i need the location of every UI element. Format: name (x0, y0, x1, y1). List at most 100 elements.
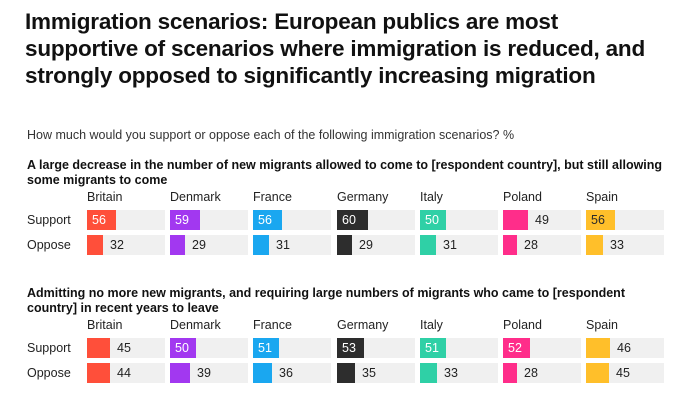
bar-track-spain-support: 46 (586, 338, 664, 358)
chart-subtitle: How much would you support or oppose eac… (27, 128, 515, 142)
country-header-spain: Spain (586, 190, 618, 204)
bar-poland-oppose (503, 235, 517, 255)
value-label-denmark-support: 50 (175, 341, 189, 355)
value-label-denmark-oppose: 29 (192, 238, 206, 252)
value-label-germany-support: 53 (342, 341, 356, 355)
bar-spain-oppose (586, 363, 609, 383)
country-header-germany: Germany (337, 190, 389, 204)
country-header-france: France (253, 190, 292, 204)
bar-track-france-support: 56 (253, 210, 331, 230)
row-label-oppose: Oppose (27, 238, 71, 252)
bar-track-germany-oppose: 29 (337, 235, 415, 255)
value-label-france-support: 56 (258, 213, 272, 227)
bar-track-spain-oppose: 33 (586, 235, 664, 255)
value-label-britain-oppose: 44 (117, 366, 131, 380)
row-label-oppose: Oppose (27, 366, 71, 380)
bar-track-germany-support: 53 (337, 338, 415, 358)
bar-germany-support (337, 210, 368, 230)
bar-poland-support (503, 338, 530, 358)
value-label-denmark-oppose: 39 (197, 366, 211, 380)
value-label-spain-support: 46 (617, 341, 631, 355)
bar-track-britain-oppose: 32 (87, 235, 165, 255)
bar-germany-support (337, 338, 364, 358)
bar-france-oppose (253, 363, 272, 383)
bar-track-denmark-support: 50 (170, 338, 248, 358)
bar-track-denmark-oppose: 29 (170, 235, 248, 255)
bar-poland-oppose (503, 363, 517, 383)
bar-track-italy-oppose: 33 (420, 363, 498, 383)
bar-britain-support (87, 338, 110, 358)
country-header-spain: Spain (586, 318, 618, 332)
bar-denmark-oppose (170, 363, 190, 383)
bar-spain-support (586, 210, 615, 230)
country-header-italy: Italy (420, 190, 443, 204)
bar-italy-support (420, 210, 446, 230)
value-label-poland-oppose: 28 (524, 238, 538, 252)
value-label-britain-support: 45 (117, 341, 131, 355)
bar-britain-oppose (87, 235, 103, 255)
value-label-germany-oppose: 35 (362, 366, 376, 380)
value-label-denmark-support: 59 (175, 213, 189, 227)
bar-spain-oppose (586, 235, 603, 255)
value-label-germany-oppose: 29 (359, 238, 373, 252)
value-label-italy-oppose: 33 (444, 366, 458, 380)
country-header-denmark: Denmark (170, 190, 221, 204)
panel-2-title: Admitting no more new migrants, and requ… (27, 286, 625, 315)
value-label-italy-support: 51 (425, 341, 439, 355)
bar-track-germany-support: 60 (337, 210, 415, 230)
bar-track-poland-support: 49 (503, 210, 581, 230)
bar-track-italy-support: 50 (420, 210, 498, 230)
value-label-italy-support: 50 (425, 213, 439, 227)
bar-britain-support (87, 210, 116, 230)
bar-denmark-support (170, 210, 200, 230)
bar-track-spain-support: 56 (586, 210, 664, 230)
bar-track-denmark-oppose: 39 (170, 363, 248, 383)
bar-france-oppose (253, 235, 269, 255)
bar-track-italy-support: 51 (420, 338, 498, 358)
bar-track-france-oppose: 36 (253, 363, 331, 383)
value-label-poland-support: 52 (508, 341, 522, 355)
bar-poland-support (503, 210, 528, 230)
bar-track-britain-oppose: 44 (87, 363, 165, 383)
bar-track-denmark-support: 59 (170, 210, 248, 230)
bar-track-france-oppose: 31 (253, 235, 331, 255)
bar-denmark-support (170, 338, 196, 358)
bar-italy-oppose (420, 363, 437, 383)
country-header-germany: Germany (337, 318, 389, 332)
value-label-spain-support: 56 (591, 213, 605, 227)
country-header-italy: Italy (420, 318, 443, 332)
value-label-germany-support: 60 (342, 213, 356, 227)
panel-1-title: A large decrease in the number of new mi… (27, 158, 663, 187)
bar-track-italy-oppose: 31 (420, 235, 498, 255)
country-header-britain: Britain (87, 318, 123, 332)
value-label-britain-oppose: 32 (110, 238, 124, 252)
value-label-poland-oppose: 28 (524, 366, 538, 380)
bar-france-support (253, 338, 279, 358)
bar-track-britain-support: 56 (87, 210, 165, 230)
bar-italy-oppose (420, 235, 436, 255)
value-label-britain-support: 56 (92, 213, 106, 227)
bar-germany-oppose (337, 235, 352, 255)
bar-track-poland-oppose: 28 (503, 235, 581, 255)
bar-germany-oppose (337, 363, 355, 383)
bar-britain-oppose (87, 363, 110, 383)
value-label-france-oppose: 36 (279, 366, 293, 380)
bar-track-france-support: 51 (253, 338, 331, 358)
bar-track-britain-support: 45 (87, 338, 165, 358)
country-header-france: France (253, 318, 292, 332)
bar-denmark-oppose (170, 235, 185, 255)
bar-track-poland-support: 52 (503, 338, 581, 358)
bar-track-poland-oppose: 28 (503, 363, 581, 383)
country-header-britain: Britain (87, 190, 123, 204)
chart-title: Immigration scenarios: European publics … (25, 9, 646, 88)
bar-italy-support (420, 338, 446, 358)
row-label-support: Support (27, 213, 71, 227)
country-header-poland: Poland (503, 190, 542, 204)
bar-spain-support (586, 338, 610, 358)
bar-track-germany-oppose: 35 (337, 363, 415, 383)
country-header-denmark: Denmark (170, 318, 221, 332)
bar-france-support (253, 210, 282, 230)
row-label-support: Support (27, 341, 71, 355)
value-label-spain-oppose: 33 (610, 238, 624, 252)
bar-track-spain-oppose: 45 (586, 363, 664, 383)
